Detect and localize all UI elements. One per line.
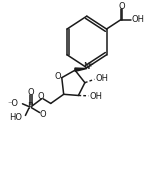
Text: P: P	[27, 102, 33, 111]
Text: O: O	[37, 92, 44, 101]
Polygon shape	[75, 68, 87, 71]
Text: OH: OH	[95, 74, 108, 83]
Text: OH: OH	[132, 15, 145, 24]
Text: N: N	[83, 62, 89, 71]
Text: OH: OH	[89, 92, 102, 101]
Text: O: O	[118, 2, 125, 11]
Text: O: O	[54, 71, 61, 80]
Text: O: O	[39, 110, 46, 119]
Text: ⁻O: ⁻O	[7, 99, 18, 108]
Text: +: +	[87, 62, 93, 68]
Text: O: O	[28, 88, 34, 97]
Text: HO: HO	[9, 113, 22, 122]
